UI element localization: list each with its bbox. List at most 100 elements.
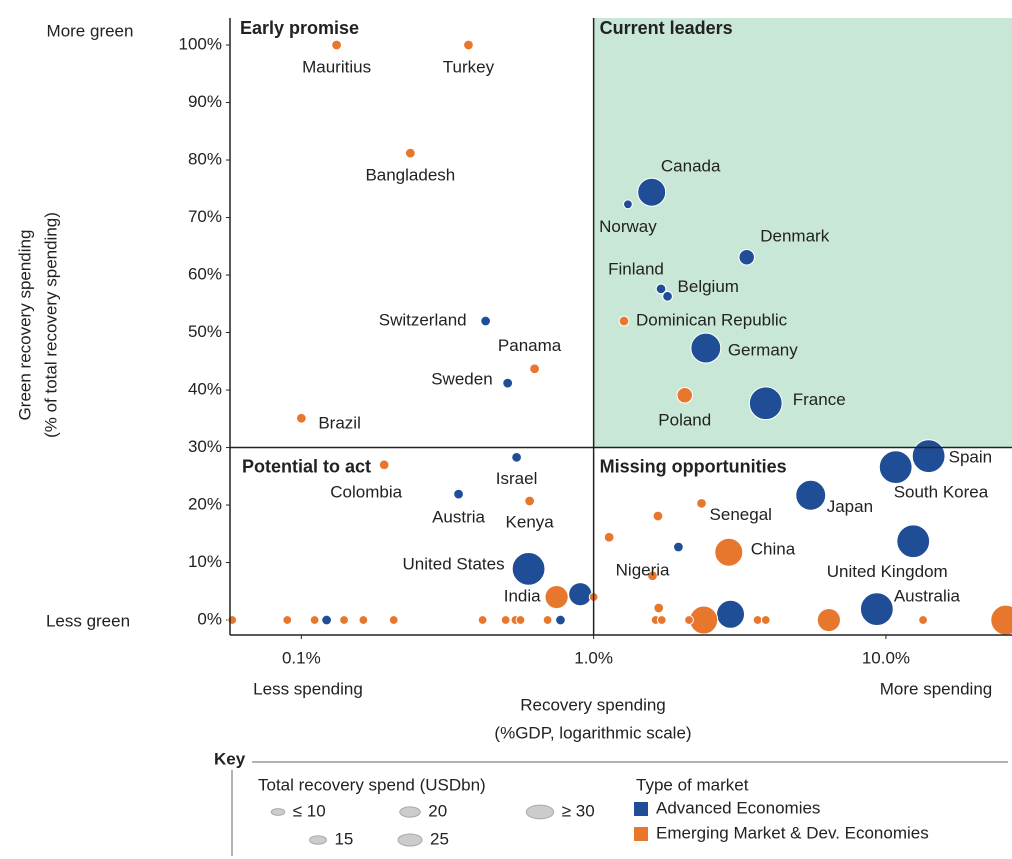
bubble <box>309 615 320 625</box>
bubble <box>738 248 755 266</box>
quadrant-label: Current leaders <box>600 18 733 38</box>
bubbles <box>227 39 1012 636</box>
bubble <box>716 599 746 629</box>
y-tick-label: 70% <box>188 207 222 226</box>
bubble <box>568 582 593 607</box>
point-label: Denmark <box>760 227 829 246</box>
point-label: Senegal <box>710 505 772 524</box>
legend-key: Key <box>214 749 246 768</box>
bubble <box>795 479 827 511</box>
annotation: More green <box>47 21 134 40</box>
quadrant-label: Missing opportunities <box>600 456 787 476</box>
point-label: France <box>793 390 846 409</box>
legend-size <box>525 804 555 820</box>
point-label: Poland <box>658 411 711 430</box>
legend-size <box>397 833 423 847</box>
bubble <box>500 615 511 625</box>
bubble <box>655 283 667 295</box>
bubble <box>463 39 474 51</box>
x-axis-title: Recovery spending <box>520 695 666 714</box>
point-label: Mauritius <box>302 58 371 77</box>
bubble <box>227 615 238 625</box>
quadrant-label: Potential to act <box>242 456 371 476</box>
bubble <box>896 524 931 559</box>
annotation: Less spending <box>253 679 363 698</box>
bubble <box>637 177 667 207</box>
legend-title: Type of market <box>636 775 749 794</box>
bubble <box>673 541 684 553</box>
bubble <box>918 615 928 625</box>
bubble <box>647 570 658 582</box>
point-label: Bangladesh <box>365 166 455 185</box>
y-tick-label: 90% <box>188 92 222 111</box>
x-tick-label: 1.0% <box>574 648 613 667</box>
point-label: Canada <box>661 157 721 176</box>
point-label: Norway <box>599 217 657 236</box>
y-tick-label: 20% <box>188 495 222 514</box>
y-tick-label: 0% <box>197 610 222 629</box>
legend-swatch <box>634 802 648 816</box>
bubble <box>502 377 514 389</box>
point-label: India <box>504 587 541 606</box>
legend-label: ≤ 10 <box>293 801 326 820</box>
point-label: Germany <box>728 341 798 360</box>
point-label: Israel <box>496 469 538 488</box>
x-tick-label: 10.0% <box>862 648 910 667</box>
bubble <box>358 615 369 625</box>
legend-size <box>309 835 327 845</box>
bubble <box>676 386 694 404</box>
bubble <box>511 551 546 586</box>
point-label: Australia <box>894 587 961 606</box>
bubble <box>878 450 913 484</box>
x-tick-label: 0.1% <box>282 648 321 667</box>
bubble <box>295 412 307 424</box>
legend-size <box>270 808 286 816</box>
point-label: Dominican Republic <box>636 311 788 330</box>
bubble <box>816 607 841 633</box>
bubble <box>684 615 694 625</box>
bubble <box>653 602 665 614</box>
quadrant-label: Early promise <box>240 18 359 38</box>
bubble <box>748 386 783 421</box>
bubble <box>477 615 488 625</box>
point-label: Colombia <box>330 482 402 501</box>
bubble <box>511 451 522 463</box>
legend-label: 15 <box>334 829 353 848</box>
bubble <box>542 615 553 625</box>
x-axis-title: (%GDP, logarithmic scale) <box>494 723 691 742</box>
legend-swatch <box>634 827 648 841</box>
y-tick-label: 50% <box>188 322 222 341</box>
legend-label: Advanced Economies <box>656 798 820 817</box>
legend-size <box>399 806 421 818</box>
plot <box>593 18 1012 448</box>
legend-label: Emerging Market & Dev. Economies <box>656 823 929 842</box>
y-tick-label: 100% <box>179 35 222 54</box>
bubble <box>859 592 894 627</box>
bubble <box>282 615 293 625</box>
bubble <box>378 459 390 471</box>
annotation: Less green <box>46 611 130 630</box>
bubble <box>544 584 569 610</box>
legend-label: ≥ 30 <box>562 801 595 820</box>
bubble <box>623 199 633 210</box>
point-label: Panama <box>498 336 562 355</box>
bubble <box>388 615 399 625</box>
point-label: South Korea <box>894 483 989 502</box>
point-label: Kenya <box>506 513 555 532</box>
y-tick-label: 60% <box>188 265 222 284</box>
point-label: United Kingdom <box>827 562 948 581</box>
legend-label: 25 <box>430 829 449 848</box>
bubble <box>690 332 722 364</box>
legend-label: 20 <box>428 801 447 820</box>
bubble <box>515 615 526 625</box>
quadrant-fill <box>593 18 1012 448</box>
point-label: Brazil <box>318 414 361 433</box>
bubble <box>752 615 763 625</box>
bubble <box>321 614 332 626</box>
bubble <box>652 510 664 522</box>
bubble <box>555 614 566 626</box>
annotation: More spending <box>880 679 992 698</box>
point-label: Japan <box>827 497 873 516</box>
bubble <box>714 537 744 567</box>
